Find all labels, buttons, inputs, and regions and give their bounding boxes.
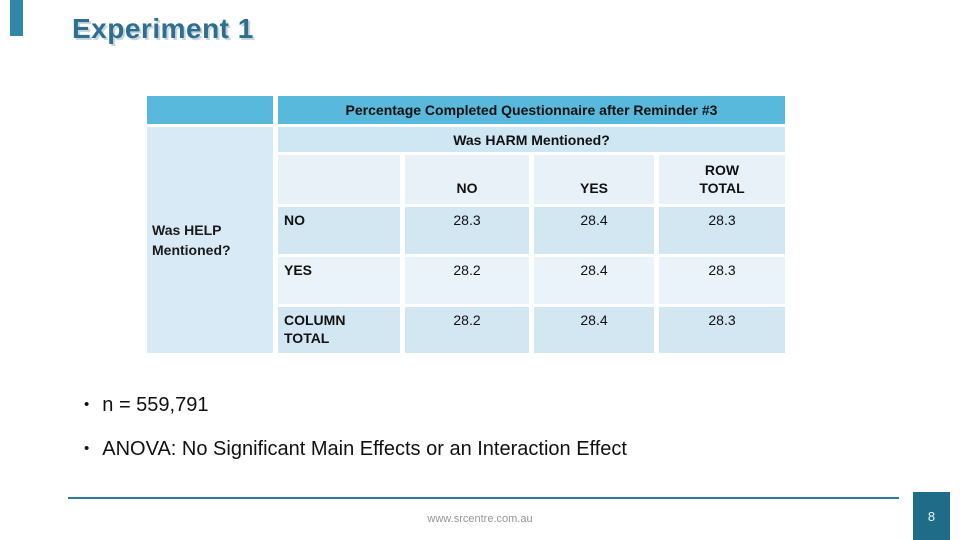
table-cell-yes-yes: 28.4 <box>534 257 654 304</box>
row-label-no: NO <box>278 207 400 254</box>
bullet-list: • n = 559,791 • ANOVA: No Significant Ma… <box>84 394 627 482</box>
table-cell-no-rowtotal: 28.3 <box>659 207 785 254</box>
table-cell-coltotal-rowtotal: 28.3 <box>659 307 785 353</box>
col-header-spacer-cell <box>278 155 400 204</box>
col-header-yes-label: YES <box>579 179 608 196</box>
results-table: Percentage Completed Questionnaire after… <box>147 96 785 353</box>
footer-divider <box>68 497 899 499</box>
corner-accent-bar <box>10 0 23 36</box>
footer-url: www.srcentre.com.au <box>427 513 533 525</box>
table-cell-no-no: 28.3 <box>405 207 529 254</box>
page-number: 8 <box>927 508 936 524</box>
col-header-no: NO <box>405 155 529 204</box>
table-title-cell: Percentage Completed Questionnaire after… <box>278 96 785 124</box>
col-header-row-total-label: ROW TOTAL <box>699 162 745 196</box>
table-cell-yes-no: 28.2 <box>405 257 529 304</box>
page-number-badge: 8 <box>913 492 950 540</box>
row-group-header-cell: Was HELP Mentioned? <box>147 127 273 353</box>
row-label-column-total: COLUMN TOTAL <box>278 307 400 353</box>
col-header-no-label: NO <box>456 179 478 196</box>
page-title: Experiment 1 <box>72 13 254 44</box>
table-corner-cell <box>147 96 273 124</box>
table-cell-yes-rowtotal: 28.3 <box>659 257 785 304</box>
bullet-dot-icon: • <box>84 396 90 413</box>
bullet-item-anova: • ANOVA: No Significant Main Effects or … <box>84 438 627 461</box>
table-cell-coltotal-yes: 28.4 <box>534 307 654 353</box>
bullet-item-n-text: n = 559,791 <box>102 394 209 416</box>
bullet-item-anova-text: ANOVA: No Significant Main Effects or an… <box>102 438 627 460</box>
bullet-item-n: • n = 559,791 <box>84 394 627 417</box>
col-header-yes: YES <box>534 155 654 204</box>
table-cell-coltotal-no: 28.2 <box>405 307 529 353</box>
row-label-yes: YES <box>278 257 400 304</box>
bullet-dot-icon: • <box>84 440 90 457</box>
col-header-row-total: ROW TOTAL <box>659 155 785 204</box>
col-group-header-cell: Was HARM Mentioned? <box>278 127 785 152</box>
table-cell-no-yes: 28.4 <box>534 207 654 254</box>
